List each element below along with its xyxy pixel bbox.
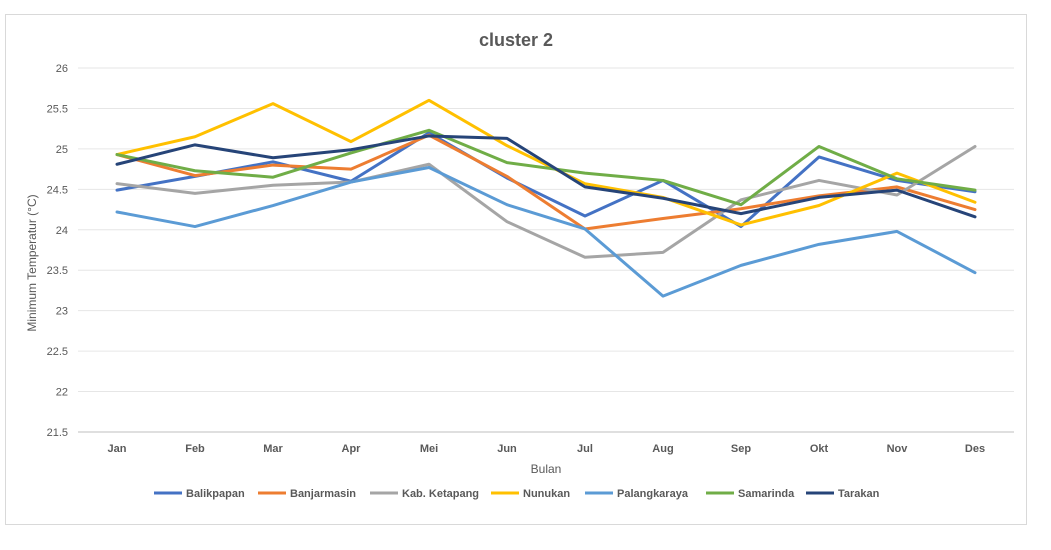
chart-title: cluster 2 (479, 30, 553, 50)
series-line-tarakan (115, 134, 977, 219)
x-tick-label: Des (965, 443, 985, 455)
legend-item-balikpapan: Balikpapan (154, 488, 245, 500)
legend-label: Samarinda (738, 488, 795, 500)
y-tick-label: 25.5 (47, 103, 68, 115)
y-tick-label: 25 (56, 144, 68, 156)
x-axis-title: Bulan (531, 462, 562, 476)
y-tick-label: 22.5 (47, 346, 68, 358)
legend-label: Kab. Ketapang (402, 488, 479, 500)
legend-label: Banjarmasin (290, 488, 356, 500)
x-tick-label: Jul (577, 443, 593, 455)
series-line-samarinda (115, 128, 977, 207)
legend-label: Tarakan (838, 488, 880, 500)
y-tick-label: 24.5 (47, 184, 68, 196)
y-tick-label: 23.5 (47, 265, 68, 277)
y-axis-ticks: 21.5 22 22.5 23 23.5 24 24.5 25 25.5 26 (47, 63, 68, 439)
y-tick-label: 22 (56, 387, 68, 399)
x-tick-label: Mei (420, 443, 438, 455)
gridlines (78, 67, 1014, 433)
legend-label: Nunukan (523, 488, 570, 500)
x-tick-label: Mar (263, 443, 283, 455)
x-tick-label: Apr (342, 443, 362, 455)
x-tick-label: Jun (497, 443, 517, 455)
series-line-banjarmasin (115, 133, 977, 231)
y-axis-title: Minimum Temperatur (°C) (25, 194, 39, 331)
y-tick-label: 21.5 (47, 427, 68, 439)
y-tick-label: 24 (56, 225, 68, 237)
legend-item-samarinda: Samarinda (706, 488, 795, 500)
y-tick-label: 26 (56, 63, 68, 75)
legend-item-tarakan: Tarakan (806, 488, 880, 500)
legend-label: Balikpapan (186, 488, 245, 500)
legend: Balikpapan Banjarmasin Kab. Ketapang Nunuka… (154, 488, 880, 500)
legend-item-nunukan: Nunukan (491, 488, 570, 500)
legend-item-banjarmasin: Banjarmasin (258, 488, 356, 500)
series-line-kab-ketapang (115, 144, 977, 259)
series-line-palangkaraya (115, 165, 977, 298)
series-line-balikpapan (115, 131, 977, 229)
legend-label: Palangkaraya (617, 488, 689, 500)
x-tick-label: Nov (887, 443, 909, 455)
x-tick-label: Sep (731, 443, 751, 455)
y-tick-label: 23 (56, 306, 68, 318)
x-tick-label: Aug (652, 443, 673, 455)
series-lines (115, 98, 977, 298)
legend-item-kab-ketapang: Kab. Ketapang (370, 488, 479, 500)
x-axis-ticks: Jan Feb Mar Apr Mei Jun Jul Aug Sep Okt Nov Des (108, 443, 986, 455)
x-tick-label: Jan (108, 443, 127, 455)
x-tick-label: Okt (810, 443, 829, 455)
chart-frame: cluster 2 21.5 22 22.5 23 23.5 24 24.5 25 25.5 26… (5, 14, 1027, 525)
line-chart: cluster 2 21.5 22 22.5 23 23.5 24 24.5 25 25.5 26… (25, 30, 1014, 500)
x-tick-label: Feb (185, 443, 205, 455)
legend-item-palangkaraya: Palangkaraya (585, 488, 689, 500)
series-line-nunukan (115, 98, 977, 227)
